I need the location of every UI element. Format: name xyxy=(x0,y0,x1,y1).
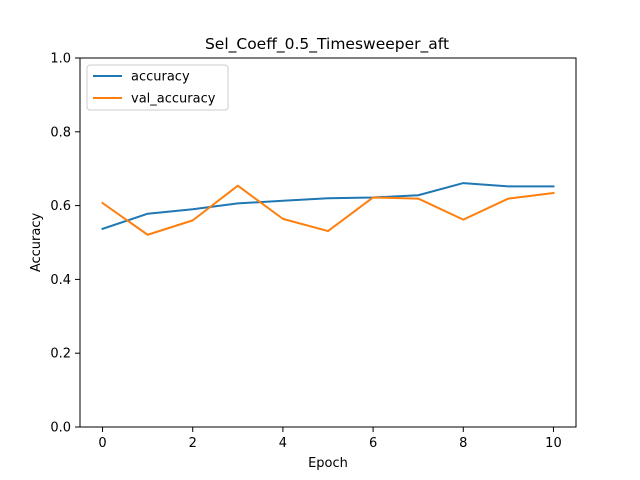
series-layer xyxy=(101,182,555,236)
y-axis: 0.0 0.2 0.4 0.6 0.8 1.0 xyxy=(50,52,80,436)
x-tick-label: 4 xyxy=(279,436,287,451)
series-line-accuracy xyxy=(101,182,555,231)
chart-title: Sel_Coeff_0.5_Timesweeper_aft xyxy=(205,35,449,54)
series-line-val-accuracy xyxy=(101,184,555,236)
legend-frame xyxy=(86,64,229,111)
y-tick-label: 0.8 xyxy=(50,125,71,140)
y-tick-label: 0.0 xyxy=(50,421,71,436)
x-tick-label: 6 xyxy=(369,436,377,451)
y-tick-label: 0.2 xyxy=(50,347,71,362)
plot-frame xyxy=(79,57,577,428)
legend-label-val-accuracy: val_accuracy xyxy=(131,92,216,107)
y-tick-label: 1.0 xyxy=(50,52,71,67)
legend-label-accuracy: accuracy xyxy=(131,70,190,85)
y-tick-label: 0.6 xyxy=(50,199,71,214)
x-tick-label: 2 xyxy=(189,436,197,451)
x-tick-label: 10 xyxy=(545,436,562,451)
x-tick-label: 8 xyxy=(459,436,467,451)
y-tick-label: 0.4 xyxy=(50,273,71,288)
y-axis-label: Accuracy xyxy=(29,213,44,273)
legend: accuracy val_accuracy xyxy=(86,64,229,111)
x-tick-label: 0 xyxy=(98,436,106,451)
x-axis: 0 2 4 6 8 10 xyxy=(98,427,562,451)
x-axis-label: Epoch xyxy=(308,456,348,471)
